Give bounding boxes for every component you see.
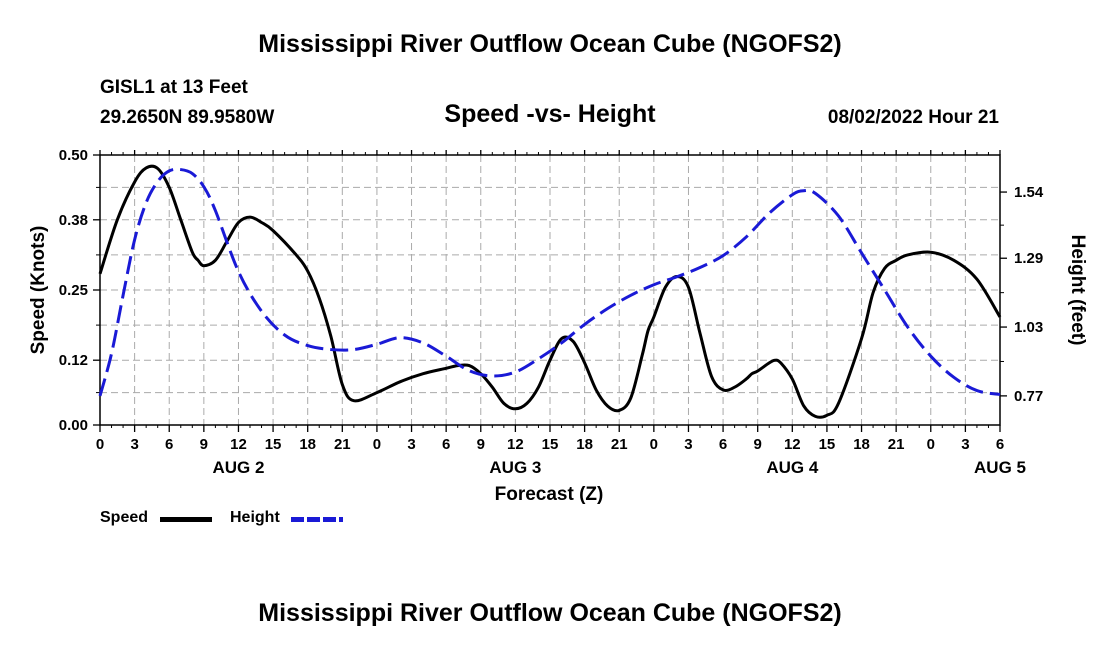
day-label: AUG 3	[489, 458, 541, 477]
x-tick-label: 15	[542, 436, 559, 453]
x-tick-label: 3	[407, 436, 415, 453]
x-tick-label: 9	[477, 436, 485, 453]
x-tick-label: 6	[996, 436, 1004, 453]
y-tick-label: 0.25	[59, 282, 88, 299]
y-tick-label: 0.12	[59, 352, 88, 369]
series-line-height	[98, 167, 1001, 397]
x-tick-label: 3	[684, 436, 692, 453]
y-axis-title: Speed (Knots)	[28, 226, 49, 355]
x-tick-label: 21	[611, 436, 628, 453]
day-label: AUG 5	[974, 458, 1026, 477]
y-tick-label: 0.00	[59, 417, 88, 434]
x-tick-label: 0	[96, 436, 104, 453]
chart-subtitle: Speed -vs- Height	[444, 100, 656, 128]
speed-height-chart: 0 3 6 9 12 15 18 21 0 3 6 9 12 15 18 21 0 3 6 9 12 15 18 21 0 3 6 0…	[28, 147, 1088, 505]
x-tick-label: 3	[961, 436, 969, 453]
legend-height-label: Height	[230, 509, 280, 526]
axis-labels: Forecast (Z) Speed (Knots) Height (feet)	[28, 226, 1088, 505]
x-tick-label: 6	[442, 436, 450, 453]
axis-ticks: 0 3 6 9 12 15 18 21 0 3 6 9 12 15 18 21 0 3 6 9 12 15 18 21 0 3 6 0…	[59, 147, 1044, 477]
x-tick-label: 9	[200, 436, 208, 453]
x-tick-label: 18	[576, 436, 593, 453]
forecast-datetime: 08/02/2022 Hour 21	[827, 107, 999, 128]
chart-grid	[100, 155, 1000, 425]
x-tick-label: 21	[334, 436, 351, 453]
y-tick-label: 0.38	[59, 212, 88, 229]
x-tick-label: 18	[299, 436, 316, 453]
footer-title: Mississippi River Outflow Ocean Cube (NG…	[258, 599, 842, 627]
x-tick-label: 18	[853, 436, 870, 453]
x-tick-label: 6	[719, 436, 727, 453]
y2-tick-label: 1.54	[1014, 184, 1044, 201]
x-tick-label: 0	[650, 436, 658, 453]
x-axis-title: Forecast (Z)	[495, 484, 604, 505]
x-tick-label: 12	[230, 436, 247, 453]
y2-tick-label: 0.77	[1014, 388, 1043, 405]
x-tick-label: 15	[265, 436, 282, 453]
y2-tick-label: 1.29	[1014, 250, 1043, 267]
x-tick-label: 21	[888, 436, 905, 453]
x-tick-label: 0	[927, 436, 935, 453]
y-tick-label: 0.50	[59, 147, 88, 164]
legend-speed-label: Speed	[100, 509, 149, 526]
x-tick-label: 9	[754, 436, 762, 453]
x-tick-label: 12	[784, 436, 801, 453]
station-coordinates: 29.2650N 89.9580W	[100, 107, 275, 128]
x-tick-label: 12	[507, 436, 524, 453]
x-tick-label: 3	[130, 436, 138, 453]
x-tick-label: 15	[819, 436, 836, 453]
x-tick-label: 6	[165, 436, 173, 453]
y2-axis-title: Height (feet)	[1067, 235, 1088, 346]
legend-speed-swatch	[160, 517, 212, 522]
day-label: AUG 2	[212, 458, 264, 477]
x-tick-label: 0	[373, 436, 381, 453]
day-label: AUG 4	[766, 458, 819, 477]
legend-height-swatch	[291, 517, 343, 522]
station-label: GISL1 at 13 Feet	[100, 77, 248, 98]
y2-tick-label: 1.03	[1014, 319, 1043, 336]
chart-title: Mississippi River Outflow Ocean Cube (NG…	[258, 30, 842, 58]
chart-series	[98, 164, 1002, 419]
